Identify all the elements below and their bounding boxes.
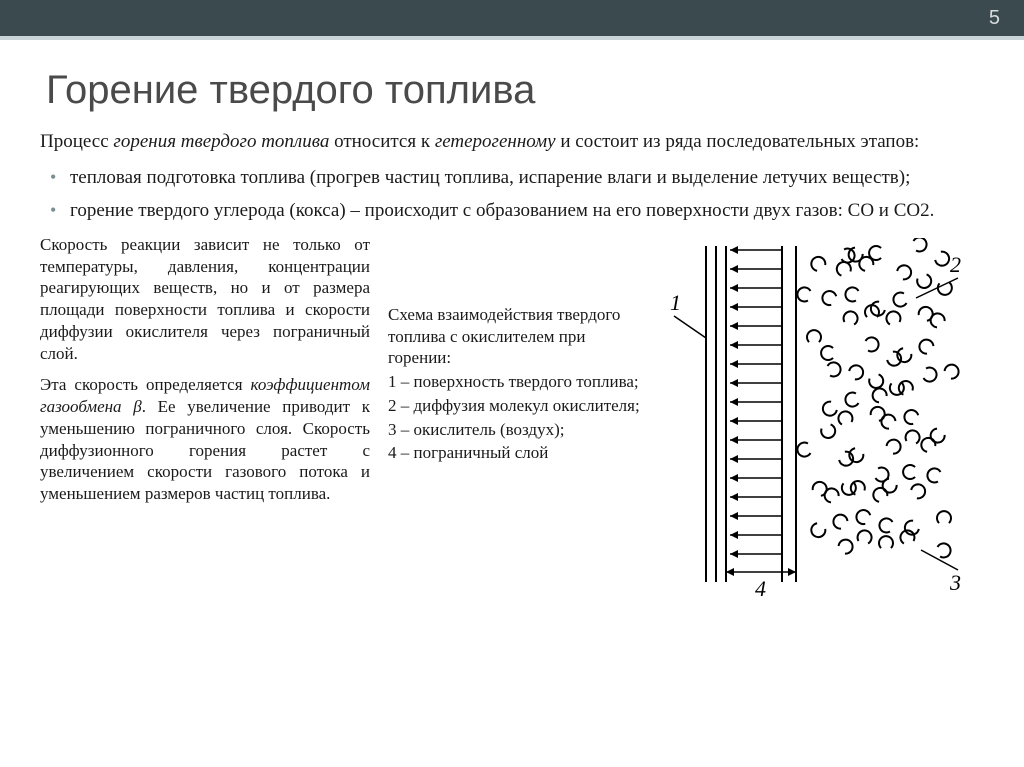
caption-column: Схема взаимодействия твердого топлива с …	[388, 234, 648, 608]
svg-text:2: 2	[950, 252, 961, 277]
topbar: 5	[0, 0, 1024, 40]
combustion-diagram: 1 2 3 4	[666, 238, 966, 608]
caption-title: Схема взаимодействия твердого топлива с …	[388, 304, 648, 369]
bullet-item: горение твердого углерода (кокса) – прои…	[40, 198, 984, 224]
caption-item: 2 – диффузия молекул окислителя;	[388, 395, 648, 417]
svg-text:3: 3	[949, 570, 961, 595]
bullet-item: тепловая подготовка топлива (прогрев час…	[40, 165, 984, 191]
intro-text: Процесс горения твердого топлива относит…	[40, 129, 984, 155]
slide-title: Горение твердого топлива	[46, 68, 984, 113]
left-para-1: Скорость реакции зависит не только от те…	[40, 234, 370, 365]
slide-content: Горение твердого топлива Процесс горения…	[0, 40, 1024, 628]
bullet-list: тепловая подготовка топлива (прогрев час…	[40, 165, 984, 224]
diagram-column: 1 2 3 4	[666, 234, 966, 608]
svg-text:4: 4	[755, 576, 766, 601]
left-para-2: Эта скорость определяется коэффициентом …	[40, 374, 370, 505]
caption-item: 3 – окислитель (воздух);	[388, 419, 648, 441]
page-number: 5	[989, 7, 1000, 30]
left-column: Скорость реакции зависит не только от те…	[40, 234, 370, 608]
caption-item: 4 – пограничный слой	[388, 442, 648, 464]
svg-text:1: 1	[670, 290, 681, 315]
caption-item: 1 – поверхность твердого топлива;	[388, 371, 648, 393]
columns: Скорость реакции зависит не только от те…	[40, 234, 984, 608]
